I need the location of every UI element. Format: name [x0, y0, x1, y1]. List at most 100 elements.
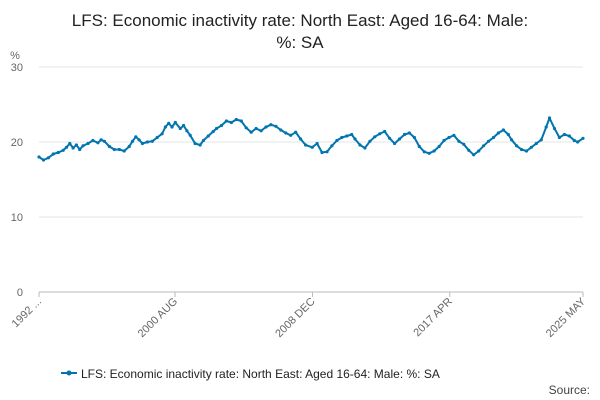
data-point[interactable] [581, 136, 585, 140]
data-point[interactable] [576, 140, 580, 144]
data-point[interactable] [442, 138, 446, 143]
data-point[interactable] [289, 133, 293, 137]
data-point[interactable] [345, 134, 349, 138]
data-point[interactable] [393, 141, 397, 146]
data-point[interactable] [422, 150, 426, 154]
data-point[interactable] [155, 135, 159, 140]
data-point[interactable] [71, 146, 75, 150]
data-point[interactable] [412, 135, 416, 140]
data-point[interactable] [299, 137, 303, 141]
data-point[interactable] [64, 145, 69, 149]
data-point[interactable] [254, 126, 258, 131]
data-point[interactable] [519, 147, 524, 152]
data-point[interactable] [188, 133, 192, 137]
data-point[interactable] [315, 141, 319, 146]
data-point[interactable] [388, 136, 392, 140]
data-point[interactable] [482, 144, 486, 148]
data-point[interactable] [182, 123, 186, 128]
data-point[interactable] [219, 123, 224, 128]
data-point[interactable] [325, 150, 329, 154]
data-point[interactable] [107, 144, 111, 149]
data-point[interactable] [91, 138, 95, 143]
data-point[interactable] [368, 139, 372, 143]
data-point[interactable] [41, 158, 46, 162]
data-point[interactable] [467, 148, 471, 152]
data-point[interactable] [259, 129, 263, 133]
data-point[interactable] [510, 138, 514, 142]
data-point[interactable] [350, 132, 354, 137]
data-point[interactable] [515, 144, 519, 148]
data-point[interactable] [198, 143, 202, 147]
data-point[interactable] [562, 132, 567, 137]
data-point[interactable] [201, 138, 205, 143]
data-point[interactable] [137, 138, 141, 142]
data-point[interactable] [214, 126, 219, 131]
data-point[interactable] [274, 124, 278, 128]
data-point[interactable] [417, 144, 421, 149]
data-point[interactable] [539, 138, 543, 142]
data-point[interactable] [51, 152, 55, 156]
data-point[interactable] [397, 137, 402, 141]
data-point[interactable] [234, 117, 238, 122]
data-point[interactable] [383, 129, 387, 134]
data-point[interactable] [373, 135, 377, 139]
data-point[interactable] [130, 139, 135, 143]
data-point[interactable] [567, 134, 571, 138]
data-point[interactable] [56, 150, 60, 155]
data-point[interactable] [102, 139, 106, 143]
data-point[interactable] [552, 126, 557, 131]
data-point[interactable] [477, 149, 481, 153]
data-point[interactable] [185, 129, 189, 133]
data-point[interactable] [432, 149, 436, 153]
data-point[interactable] [134, 135, 138, 139]
data-point[interactable] [145, 140, 149, 144]
data-point[interactable] [363, 146, 367, 150]
data-point[interactable] [150, 139, 154, 143]
data-point[interactable] [96, 141, 100, 145]
data-point[interactable] [529, 145, 534, 149]
data-point[interactable] [193, 141, 197, 146]
data-point[interactable] [544, 125, 548, 129]
data-point[interactable] [78, 147, 82, 152]
data-point[interactable] [112, 147, 116, 152]
data-point[interactable] [452, 133, 456, 137]
data-point[interactable] [229, 120, 233, 125]
data-point[interactable] [491, 135, 496, 140]
data-point[interactable] [170, 125, 174, 129]
data-point[interactable] [239, 119, 243, 123]
data-point[interactable] [224, 119, 228, 123]
data-point[interactable] [437, 144, 441, 149]
data-point[interactable] [340, 135, 344, 140]
data-point[interactable] [572, 138, 576, 143]
data-point[interactable] [524, 149, 529, 153]
data-point[interactable] [46, 156, 51, 160]
data-point[interactable] [244, 126, 248, 130]
data-point[interactable] [117, 147, 121, 152]
data-point[interactable] [264, 125, 268, 129]
data-point[interactable] [335, 138, 339, 143]
data-point[interactable] [378, 132, 382, 136]
data-point[interactable] [407, 131, 411, 135]
data-point[interactable] [86, 141, 90, 146]
data-point[interactable] [206, 134, 210, 138]
data-point[interactable] [402, 132, 407, 137]
data-point[interactable] [294, 130, 298, 134]
data-point[interactable] [163, 125, 167, 129]
data-point[interactable] [557, 135, 562, 140]
data-point[interactable] [534, 141, 538, 146]
data-point[interactable] [37, 155, 41, 159]
data-point[interactable] [269, 123, 273, 127]
data-point[interactable] [486, 139, 491, 143]
data-point[interactable] [506, 132, 510, 137]
data-point[interactable] [472, 153, 476, 157]
data-point[interactable] [140, 141, 144, 146]
data-point[interactable] [496, 131, 500, 135]
data-point[interactable] [353, 137, 357, 141]
data-point[interactable] [457, 139, 461, 143]
data-point[interactable] [81, 144, 85, 148]
data-point[interactable] [547, 116, 552, 120]
data-point[interactable] [127, 144, 131, 149]
data-point[interactable] [284, 131, 288, 135]
data-point[interactable] [61, 148, 65, 152]
data-point[interactable] [358, 143, 362, 147]
